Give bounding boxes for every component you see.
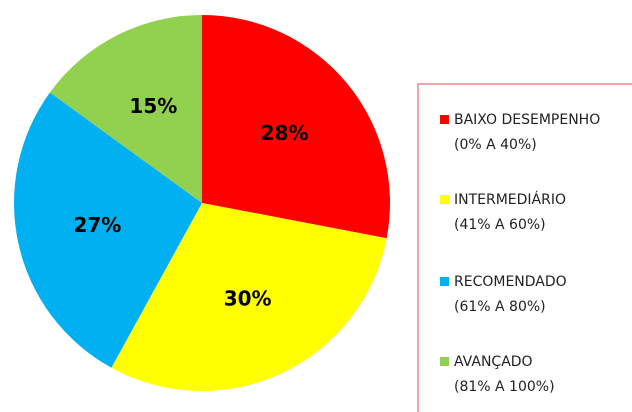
pie-slice <box>49 15 203 203</box>
legend-swatch <box>440 115 449 124</box>
legend-swatch <box>440 277 449 286</box>
data-label: 28% <box>261 121 309 145</box>
legend-range: (61% A 80%) <box>454 299 546 315</box>
legend-range: (81% A 100%) <box>454 379 555 395</box>
legend-label: RECOMENDADO <box>454 274 567 290</box>
legend-box <box>417 83 632 412</box>
pie-slice <box>13 92 203 368</box>
pie-slice <box>111 203 387 391</box>
data-label: 15% <box>129 94 177 118</box>
legend-swatch <box>440 357 449 366</box>
legend-range: (0% A 40%) <box>454 137 537 153</box>
legend-swatch <box>440 195 449 204</box>
data-label: 27% <box>73 213 121 237</box>
legend-label: BAIXO DESEMPENHO <box>454 112 600 128</box>
legend-label: INTERMEDIÁRIO <box>454 191 566 208</box>
data-label: 30% <box>224 286 272 310</box>
legend-label: AVANÇADO <box>454 354 533 370</box>
pie-slice <box>202 15 390 239</box>
legend-range: (41% A 60%) <box>454 217 546 233</box>
